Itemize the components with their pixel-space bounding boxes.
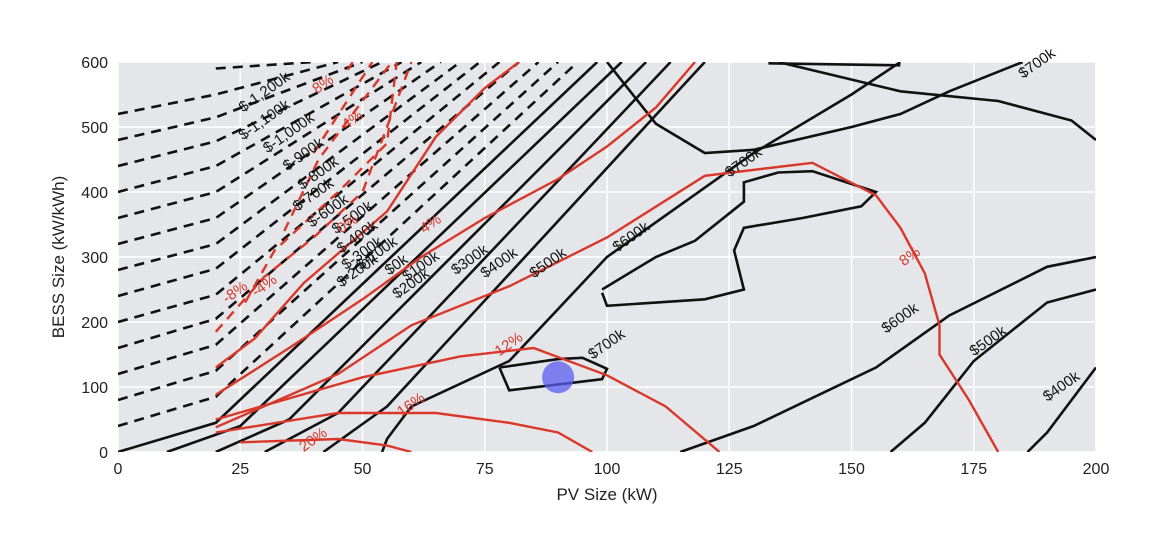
npv-contour: [380, 62, 902, 452]
irr-contour: [283, 62, 393, 232]
npv-contour-negative: [118, 62, 540, 376]
npv-contour-negative: [118, 62, 481, 298]
y-tick-labels: 0 100 200 300 400 500 600: [81, 55, 108, 462]
x-tick-label: 150: [838, 461, 865, 478]
npv-contour: [777, 62, 1096, 142]
y-tick-label: 0: [99, 445, 108, 462]
x-tick-labels: 0 25 50 75 100 125 150 175 200: [114, 461, 1110, 478]
npv-contour: [215, 62, 648, 452]
y-tick-label: 300: [81, 250, 108, 267]
npv-contour-negative: [118, 62, 422, 220]
npv-contour-closed: [498, 356, 609, 392]
npv-contour: [118, 62, 599, 452]
selected-point-marker: [542, 361, 575, 394]
irr-contour: [215, 346, 721, 452]
npv-contour: [768, 62, 901, 67]
x-tick-label: 50: [354, 461, 372, 478]
y-tick-label: 100: [81, 380, 108, 397]
npv-contour: [1026, 366, 1096, 452]
y-tick-label: 200: [81, 315, 108, 332]
npv-contour: [889, 288, 1096, 452]
npv-contours: [118, 62, 1096, 452]
irr-contour: [214, 62, 413, 333]
npv-contour-negative: [118, 62, 559, 402]
marker-group: [542, 361, 575, 394]
irr-contour: [215, 411, 593, 452]
y-tick-label: 500: [81, 120, 108, 137]
grid: [117, 61, 1097, 453]
irr-contour: [240, 437, 412, 452]
npv-contour-negative: [118, 62, 501, 324]
x-tick-label: 125: [716, 461, 743, 478]
y-tick-label: 600: [81, 55, 108, 72]
x-axis-label: PV Size (kW): [556, 485, 657, 504]
irr-contour: [346, 62, 354, 71]
irr-contour: [215, 161, 1000, 452]
x-tick-label: 100: [594, 461, 621, 478]
npv-contour-negative: [118, 62, 403, 194]
irr-contours: [214, 62, 1000, 452]
x-tick-label: 75: [476, 461, 494, 478]
x-tick-label: 175: [960, 461, 987, 478]
irr-contour: [244, 62, 398, 304]
x-tick-label: 25: [231, 461, 249, 478]
irr-contour: [215, 62, 520, 369]
y-axis-label: BESS Size (kW/kWh): [49, 176, 68, 338]
irr-contour: [215, 62, 696, 396]
npv-contour-negative: [118, 62, 579, 428]
npv-contour: [322, 62, 706, 452]
x-tick-label: 0: [114, 461, 123, 478]
npv-contour: [166, 62, 623, 452]
npv-contour-negative: [118, 62, 363, 142]
npv-contour: [679, 255, 1096, 452]
x-tick-label: 200: [1083, 461, 1110, 478]
npv-contour-negative: [118, 62, 520, 350]
npv-contour-closed: [600, 169, 879, 308]
npv-contour-negative: [118, 62, 383, 168]
y-tick-label: 400: [81, 185, 108, 202]
irr-contour: [312, 62, 374, 154]
